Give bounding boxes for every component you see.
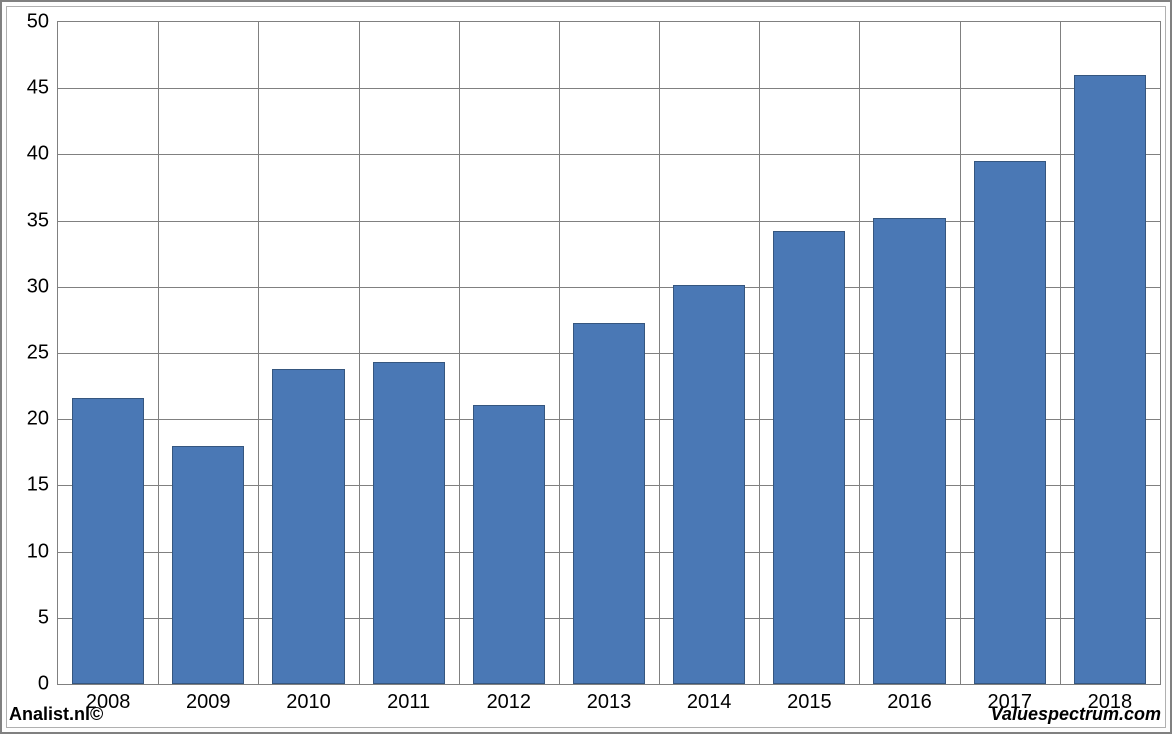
bar [573,323,645,684]
bar [974,161,1046,684]
y-tick-label: 25 [9,342,49,365]
y-tick-label: 50 [9,11,49,34]
bar [773,231,845,684]
x-tick-label: 2011 [359,691,459,714]
gridline-vertical [759,22,760,684]
y-tick-label: 5 [9,606,49,629]
x-tick-label: 2014 [659,691,759,714]
y-tick-label: 15 [9,474,49,497]
gridline-vertical [1060,22,1061,684]
x-tick-label: 2012 [459,691,559,714]
gridline-vertical [359,22,360,684]
gridline-vertical [659,22,660,684]
bar [1074,75,1146,684]
bar [172,446,244,684]
gridline-vertical [559,22,560,684]
bar [873,218,945,684]
gridline-vertical [158,22,159,684]
x-tick-label: 2013 [559,691,659,714]
x-tick-label: 2010 [258,691,358,714]
chart-inner-frame: 05101520253035404550 2008200920102011201… [6,6,1166,728]
footer-right-credit: Valuespectrum.com [991,704,1161,725]
gridline-vertical [459,22,460,684]
gridline-vertical [859,22,860,684]
x-tick-label: 2009 [158,691,258,714]
footer-left-credit: Analist.nl© [9,704,103,725]
x-tick-label: 2016 [860,691,960,714]
y-tick-label: 10 [9,540,49,563]
bar [373,362,445,684]
y-tick-label: 35 [9,209,49,232]
y-tick-label: 20 [9,408,49,431]
bar [673,285,745,684]
gridline-vertical [960,22,961,684]
bar [473,405,545,684]
bar [272,369,344,684]
bar [72,398,144,684]
gridline-horizontal [58,154,1160,155]
plot-area [57,21,1161,685]
gridline-vertical [258,22,259,684]
y-tick-label: 45 [9,77,49,100]
gridline-horizontal [58,88,1160,89]
chart-outer-frame: 05101520253035404550 2008200920102011201… [0,0,1172,734]
y-tick-label: 0 [9,673,49,696]
y-tick-label: 30 [9,275,49,298]
x-tick-label: 2015 [759,691,859,714]
y-tick-label: 40 [9,143,49,166]
